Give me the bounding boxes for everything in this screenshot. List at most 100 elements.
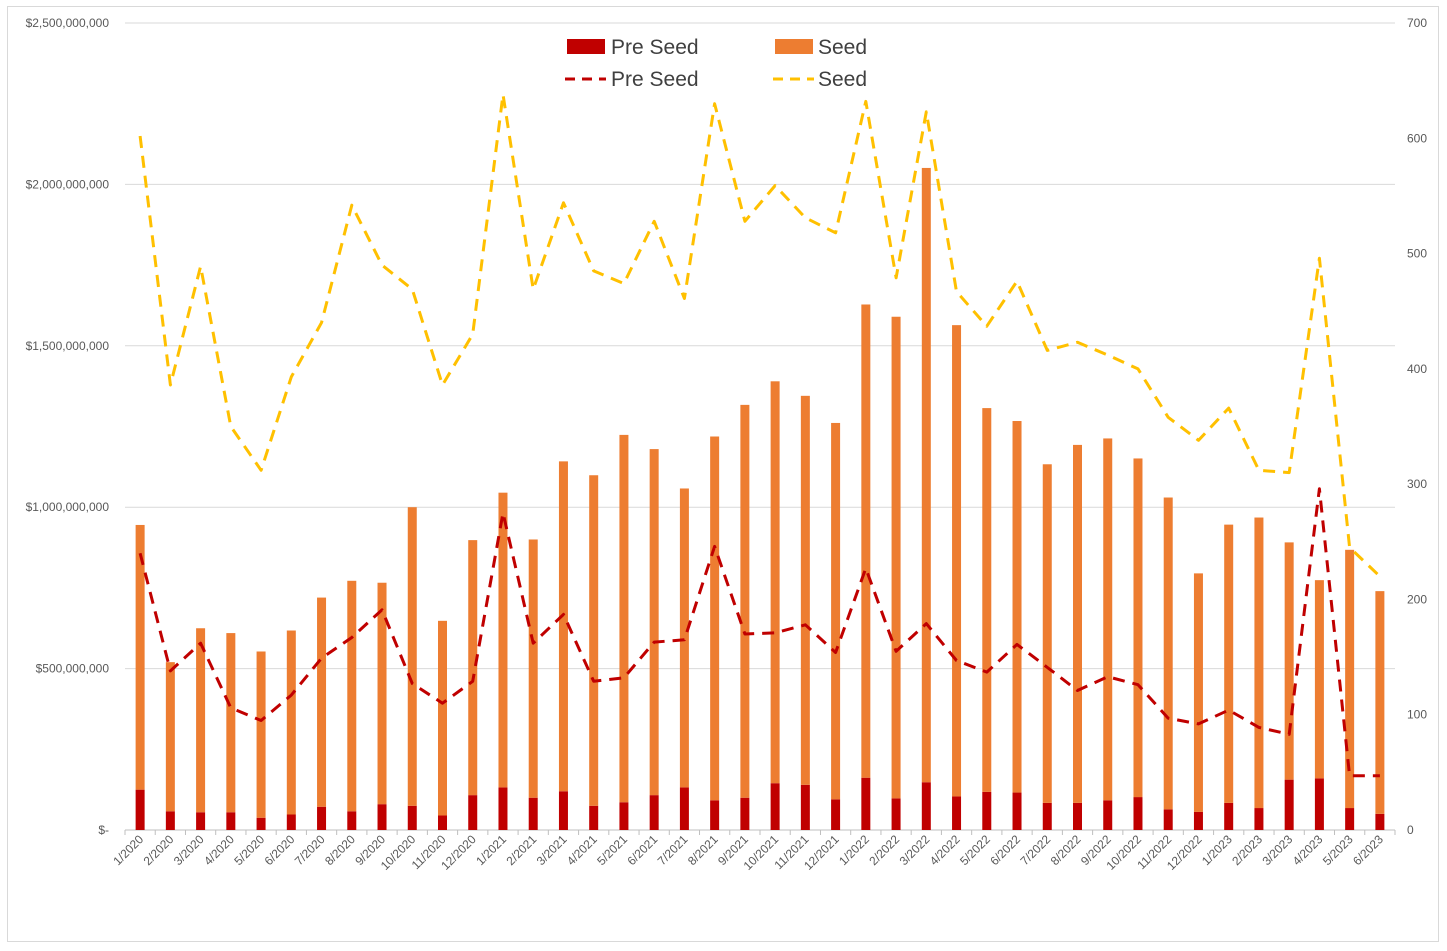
- bar-pre-seed: [1193, 811, 1203, 830]
- x-tick-label: 3/2023: [1259, 832, 1295, 868]
- bar-pre-seed: [256, 817, 266, 830]
- bar-pre-seed: [982, 791, 992, 830]
- x-tick-label: 2/2022: [866, 832, 902, 868]
- x-tick-label: 6/2023: [1350, 832, 1386, 868]
- y-left-tick-label: $2,000,000,000: [26, 177, 110, 191]
- bar-pre-seed: [589, 805, 599, 830]
- bar-pre-seed: [347, 811, 357, 830]
- bar-seed: [982, 408, 992, 792]
- legend-label-seed-bar: Seed: [818, 36, 867, 59]
- bar-seed: [1193, 573, 1203, 812]
- x-tick-label: 6/2021: [624, 832, 660, 868]
- bar-pre-seed: [619, 802, 629, 830]
- bar-pre-seed: [226, 812, 236, 830]
- bars: [135, 167, 1385, 830]
- bar-seed: [861, 304, 871, 778]
- bar-pre-seed: [1345, 808, 1355, 830]
- line-seed: [138, 93, 1381, 578]
- bar-pre-seed: [800, 784, 810, 830]
- x-tick-label: 4/2022: [927, 832, 963, 868]
- bar-pre-seed: [196, 812, 206, 830]
- bar-pre-seed: [286, 814, 296, 830]
- bar-seed: [770, 381, 780, 784]
- bar-seed: [498, 492, 508, 788]
- bar-pre-seed: [165, 811, 175, 830]
- y-right-tick-label: 700: [1407, 16, 1427, 30]
- bar-pre-seed: [891, 798, 901, 830]
- bar-seed: [256, 651, 266, 818]
- x-tick-label: 4/2020: [201, 832, 237, 868]
- x-tick-label: 2/2021: [503, 832, 539, 868]
- y-right-tick-label: 400: [1407, 362, 1427, 376]
- x-tick-label: 3/2022: [897, 832, 933, 868]
- bar-pre-seed: [1314, 778, 1324, 830]
- bar-seed: [377, 582, 387, 805]
- bar-seed: [1012, 421, 1022, 793]
- x-tick-label: 1/2020: [110, 832, 146, 868]
- bar-seed: [800, 395, 810, 785]
- bar-seed: [226, 633, 236, 813]
- bar-seed: [1073, 444, 1082, 803]
- bar-seed: [679, 488, 689, 788]
- bar-pre-seed: [1042, 802, 1052, 830]
- bar-pre-seed: [1073, 802, 1082, 830]
- bar-seed: [649, 449, 659, 796]
- bar-pre-seed: [498, 787, 508, 830]
- bar-pre-seed: [740, 797, 750, 830]
- bar-seed: [710, 436, 720, 801]
- bar-seed: [1224, 524, 1234, 803]
- bar-pre-seed: [861, 777, 871, 830]
- gridlines: [125, 22, 1395, 831]
- x-tick-label: 8/2020: [322, 832, 358, 868]
- bar-seed: [165, 662, 175, 812]
- y-right-tick-label: 100: [1407, 708, 1427, 722]
- bar-pre-seed: [952, 796, 962, 830]
- bar-pre-seed: [377, 804, 387, 830]
- bar-pre-seed: [649, 795, 659, 830]
- y-axis-left: $- $500,000,000 $1,000,000,000 $1,500,000,0…: [26, 16, 110, 837]
- bar-seed: [1133, 458, 1143, 798]
- x-tick-label: 2/2020: [141, 832, 177, 868]
- legend-swatch-seed-bar: [775, 39, 813, 54]
- x-tick-label: 8/2022: [1048, 832, 1084, 868]
- bar-seed: [196, 628, 206, 813]
- y-left-tick-label: $1,000,000,000: [26, 500, 110, 514]
- bar-seed: [952, 325, 962, 797]
- bar-seed: [1284, 542, 1294, 780]
- legend-label-pre-seed-bar: Pre Seed: [611, 36, 699, 59]
- legend: Pre Seed Seed Pre Seed Seed: [565, 36, 867, 91]
- x-tick-label: 4/2023: [1290, 832, 1326, 868]
- x-tick-label: 5/2020: [231, 832, 267, 868]
- x-tick-label: 5/2021: [594, 832, 630, 868]
- bar-seed: [1345, 549, 1355, 809]
- y-right-tick-label: 200: [1407, 592, 1427, 606]
- bar-seed: [438, 620, 447, 816]
- y-right-tick-label: 0: [1407, 823, 1414, 837]
- y-left-tick-label: $1,500,000,000: [26, 339, 110, 353]
- x-tick-label: 7/2021: [655, 832, 691, 868]
- x-axis: 1/20202/20203/20204/20205/20206/20207/20…: [110, 830, 1396, 873]
- y-right-tick-label: 600: [1407, 131, 1427, 145]
- bar-pre-seed: [770, 783, 780, 830]
- bar-seed: [286, 630, 296, 815]
- y-left-tick-label: $2,500,000,000: [26, 16, 110, 30]
- x-tick-label: 4/2021: [564, 832, 600, 868]
- bar-pre-seed: [135, 789, 145, 830]
- y-right-tick-label: 300: [1407, 477, 1427, 491]
- x-tick-label: 1/2022: [836, 832, 872, 868]
- bar-pre-seed: [438, 815, 447, 830]
- bar-seed: [921, 167, 931, 783]
- legend-swatch-pre-seed-bar: [567, 39, 605, 54]
- x-tick-label: 1/2021: [473, 832, 509, 868]
- bar-seed: [589, 475, 599, 806]
- bar-seed: [619, 434, 629, 803]
- line-pre-seed: [138, 487, 1380, 778]
- lines: [138, 93, 1381, 778]
- bar-pre-seed: [1224, 802, 1234, 830]
- bar-seed: [558, 461, 568, 792]
- bar-seed: [407, 507, 417, 806]
- x-tick-label: 2/2023: [1229, 832, 1265, 868]
- x-tick-label: 7/2022: [1018, 832, 1054, 868]
- bar-seed: [1254, 517, 1264, 809]
